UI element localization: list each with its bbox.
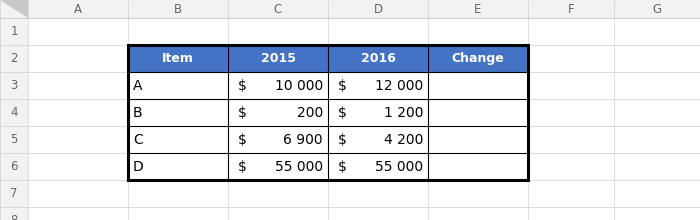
Bar xyxy=(0,72,28,99)
Text: A: A xyxy=(133,79,143,92)
Bar xyxy=(128,126,528,153)
Text: 12 000: 12 000 xyxy=(374,79,423,92)
Bar xyxy=(0,0,28,18)
Text: B: B xyxy=(174,2,182,15)
Text: D: D xyxy=(133,160,144,174)
Bar xyxy=(0,45,28,72)
Text: $: $ xyxy=(238,79,247,92)
Polygon shape xyxy=(0,0,28,18)
Text: Change: Change xyxy=(452,52,505,65)
Text: E: E xyxy=(475,2,482,15)
Text: 1: 1 xyxy=(10,25,18,38)
Text: 4: 4 xyxy=(10,106,18,119)
Bar xyxy=(0,180,28,207)
Text: 4 200: 4 200 xyxy=(384,132,423,147)
Bar xyxy=(0,18,28,45)
Text: $: $ xyxy=(338,106,347,119)
Bar xyxy=(328,0,428,18)
Bar xyxy=(128,45,528,180)
Text: 1 200: 1 200 xyxy=(384,106,423,119)
Text: 8: 8 xyxy=(10,214,18,220)
Text: $: $ xyxy=(238,160,247,174)
Text: 200: 200 xyxy=(297,106,323,119)
Text: $: $ xyxy=(338,132,347,147)
Text: 2016: 2016 xyxy=(360,52,395,65)
Text: C: C xyxy=(274,2,282,15)
Text: 10 000: 10 000 xyxy=(274,79,323,92)
Text: 6 900: 6 900 xyxy=(284,132,323,147)
Text: $: $ xyxy=(238,132,247,147)
Text: 55 000: 55 000 xyxy=(375,160,423,174)
Text: A: A xyxy=(74,2,82,15)
Bar xyxy=(0,99,28,126)
Bar xyxy=(128,45,528,72)
Text: 3: 3 xyxy=(10,79,18,92)
Text: 2: 2 xyxy=(10,52,18,65)
Text: $: $ xyxy=(338,79,347,92)
Text: 55 000: 55 000 xyxy=(275,160,323,174)
Bar xyxy=(128,0,228,18)
Bar xyxy=(0,153,28,180)
Bar xyxy=(228,0,328,18)
Text: 7: 7 xyxy=(10,187,18,200)
Bar xyxy=(128,99,528,126)
Text: 5: 5 xyxy=(10,133,18,146)
Bar xyxy=(128,153,528,180)
Text: $: $ xyxy=(338,160,347,174)
Text: D: D xyxy=(373,2,383,15)
Text: C: C xyxy=(133,132,143,147)
Text: $: $ xyxy=(238,106,247,119)
Bar xyxy=(0,207,28,220)
Bar xyxy=(0,126,28,153)
Bar xyxy=(28,0,128,18)
Text: G: G xyxy=(652,2,662,15)
Text: B: B xyxy=(133,106,143,119)
Text: F: F xyxy=(568,2,574,15)
Bar xyxy=(128,72,528,99)
Bar xyxy=(614,0,700,18)
Bar xyxy=(428,0,528,18)
Bar xyxy=(528,0,614,18)
Text: 6: 6 xyxy=(10,160,18,173)
Text: 2015: 2015 xyxy=(260,52,295,65)
Text: Item: Item xyxy=(162,52,194,65)
